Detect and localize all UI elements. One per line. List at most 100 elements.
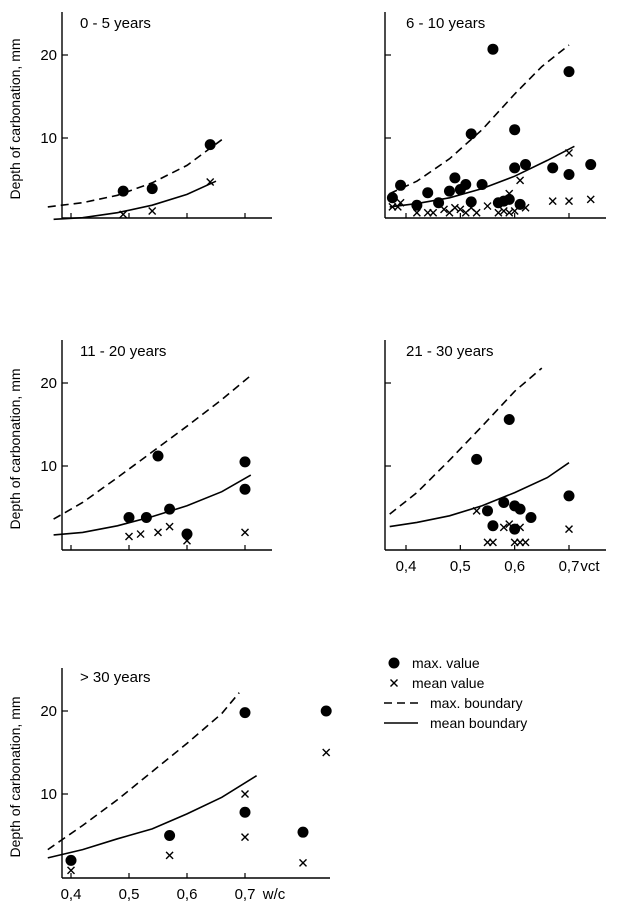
- mean-value-point: [586, 195, 595, 204]
- max-boundary-line: [389, 44, 570, 195]
- mean-value-point: [505, 189, 514, 198]
- x-tick-label: 0,6: [177, 886, 198, 903]
- mean-value-point: [510, 207, 519, 216]
- mean-value-point: [241, 528, 249, 537]
- x-tick-label: 0,4: [396, 558, 417, 575]
- mean-value-point: [154, 528, 162, 537]
- max-value-point: [204, 139, 216, 151]
- mean-value-point: [521, 538, 530, 547]
- chart-panel-4: 0,4 0,5 0,6 0,7 vct 21 - 30 years: [384, 340, 606, 575]
- chart-panel-3: 10 20 11 - 20 years Depth of carbonation, m…: [7, 340, 272, 551]
- mean-value-point: [148, 207, 157, 216]
- x-tick-label: 0,7: [559, 558, 580, 575]
- y-tick-label: 10: [40, 458, 57, 475]
- max-value-point: [563, 169, 575, 181]
- mean-value-point: [183, 536, 191, 545]
- x-tick-label: 0,4: [61, 886, 82, 903]
- mean-value-point: [440, 205, 449, 214]
- y-tick-label: 10: [40, 786, 57, 803]
- chart-panel-1: 10 20 0 - 5 years Depth of carbonation, mm: [7, 12, 272, 221]
- max-value-point: [563, 490, 575, 502]
- legend-label: mean boundary: [430, 715, 527, 731]
- max-value-point: [117, 185, 129, 197]
- mean-value-point: [125, 532, 133, 541]
- mean-boundary-line: [53, 474, 252, 536]
- max-value-point: [465, 128, 477, 140]
- max-boundary-line: [53, 374, 252, 520]
- max-value-point: [503, 193, 515, 205]
- max-boundary-line: [47, 139, 223, 208]
- max-value-point: [65, 854, 77, 866]
- x-tick-label: 0,7: [235, 886, 256, 903]
- max-value-point: [547, 162, 559, 174]
- x-tick-label: 0,6: [504, 558, 525, 575]
- max-boundary-line: [47, 692, 240, 851]
- mean-value-point: [456, 205, 465, 214]
- max-value-point: [585, 159, 597, 171]
- max-value-point: [460, 178, 472, 190]
- panel-title: > 30 years: [80, 669, 150, 686]
- max-value-point: [525, 511, 537, 523]
- legend-label: max. value: [412, 655, 480, 671]
- mean-value-point: [505, 208, 514, 217]
- max-value-point: [503, 414, 515, 426]
- mean-value-point: [521, 203, 530, 212]
- mean-value-point: [412, 208, 421, 217]
- max-value-point: [320, 705, 332, 717]
- y-tick-label: 20: [40, 375, 57, 392]
- mean-value-point: [241, 833, 249, 842]
- legend: max. value mean value max. boundary mean bo…: [384, 655, 527, 731]
- max-value-point: [181, 528, 193, 540]
- max-value-point: [471, 453, 483, 465]
- max-value-point: [514, 503, 526, 515]
- legend-label: max. boundary: [430, 695, 523, 711]
- mean-value-point: [505, 520, 514, 529]
- mean-value-point: [499, 207, 508, 216]
- panel-title: 11 - 20 years: [80, 343, 166, 360]
- mean-value-point: [165, 851, 174, 860]
- y-tick-label: 20: [40, 47, 57, 64]
- y-axis-label: Depth of carbonation, mm: [7, 368, 23, 529]
- legend-max-value-marker: [388, 657, 400, 669]
- x-tick-label: 0,5: [119, 886, 140, 903]
- mean-value-point: [483, 202, 492, 211]
- max-value-point: [164, 830, 176, 841]
- max-value-point: [297, 826, 309, 838]
- y-axis-label: Depth of carbonation, mm: [7, 38, 23, 199]
- mean-value-point: [393, 202, 402, 211]
- max-value-point: [487, 520, 499, 532]
- panel-title: 0 - 5 years: [80, 15, 151, 32]
- max-boundary-line: [389, 367, 543, 515]
- mean-value-point: [565, 525, 573, 534]
- mean-value-point: [241, 790, 249, 798]
- mean-boundary-line: [53, 180, 217, 221]
- y-tick-label: 10: [40, 130, 57, 147]
- legend-mean-value-marker: [390, 679, 398, 687]
- mean-value-point: [472, 208, 481, 217]
- mean-value-point: [450, 203, 459, 212]
- y-axis-label: Depth of carbonation, mm: [7, 696, 23, 857]
- mean-value-point: [165, 522, 174, 531]
- max-value-point: [520, 159, 532, 171]
- mean-value-point: [494, 208, 503, 217]
- max-value-point: [386, 192, 398, 204]
- chart-panel-5: 10 20 0,4 0,5 0,6 0,7 w/c > 30 years Depth of ca…: [7, 668, 332, 903]
- max-value-point: [465, 196, 477, 208]
- max-value-point: [239, 483, 251, 495]
- x-axis-label: w/c: [262, 886, 286, 903]
- max-value-point: [509, 162, 521, 174]
- max-value-point: [146, 183, 158, 195]
- max-value-point: [443, 185, 455, 197]
- max-value-point: [395, 179, 407, 191]
- max-value-point: [563, 66, 575, 78]
- max-value-point: [239, 806, 251, 818]
- max-value-point: [123, 511, 135, 523]
- mean-value-point: [67, 866, 75, 875]
- legend-label: mean value: [412, 675, 485, 691]
- max-value-point: [487, 43, 499, 55]
- x-tick-label: 0,5: [450, 558, 471, 575]
- mean-value-point: [516, 523, 525, 532]
- panel-title: 21 - 30 years: [406, 343, 494, 360]
- chart-panel-2: 6 - 10 years: [384, 12, 606, 219]
- max-value-point: [239, 456, 251, 468]
